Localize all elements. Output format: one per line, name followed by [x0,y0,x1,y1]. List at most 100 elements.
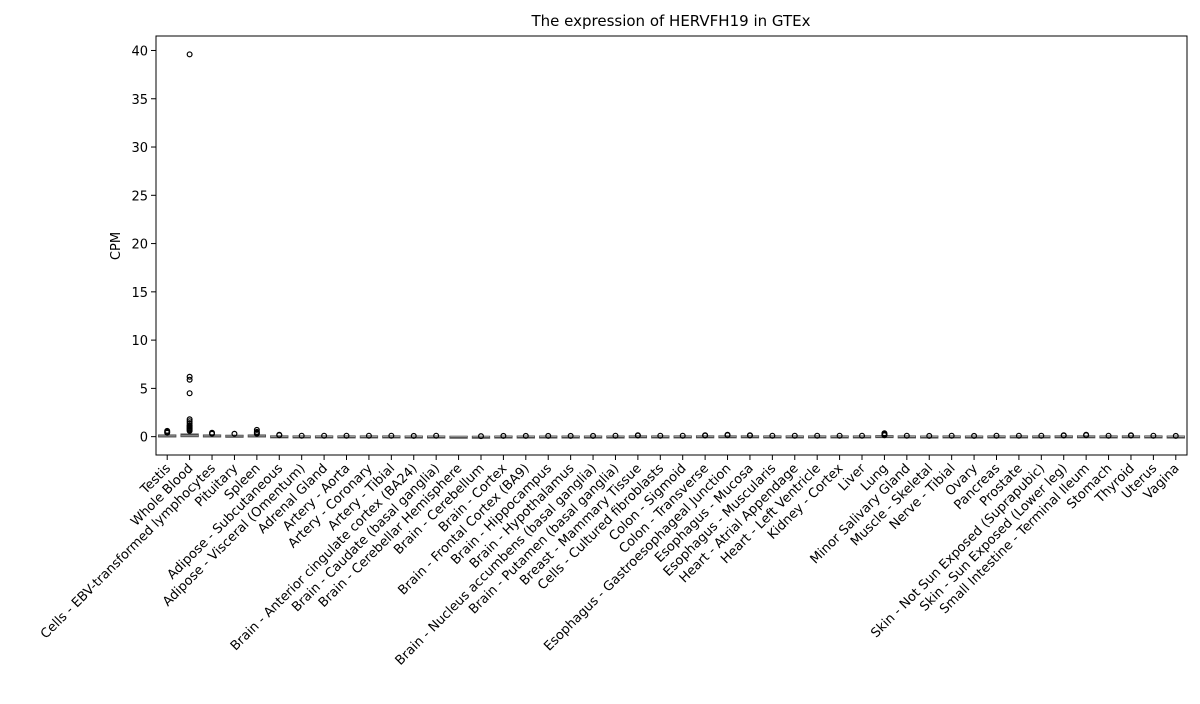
outlier-point [253,426,260,433]
outlier-point [164,427,171,434]
chart-title: The expression of HERVFH19 in GTEx [530,12,810,30]
box-30 [830,432,849,439]
y-tick-label: 40 [131,44,148,59]
outlier-point [859,432,866,439]
outlier-point [657,432,664,439]
outlier-point [209,429,216,436]
outlier-point [903,432,910,439]
box-41 [1076,431,1096,439]
box-34 [920,432,939,439]
y-tick-label: 5 [140,382,148,397]
outlier-point [186,422,193,429]
box-10 [382,432,401,439]
outlier-point [433,432,440,439]
outlier-point [186,373,193,380]
box-series [158,51,1185,440]
box-7 [314,432,334,439]
outlier-point [948,432,955,439]
outlier-point [186,416,193,423]
outlier-point [993,432,1000,439]
box-16 [516,432,535,439]
box-1 [180,51,199,438]
outlier-point [545,432,552,439]
outlier-point [1127,432,1134,439]
box-33 [897,432,916,439]
outlier-point [253,428,260,435]
outlier-point [365,432,372,439]
box-25 [718,431,737,439]
outlier-point [679,432,686,439]
outlier-point [769,432,776,439]
y-tick-label: 25 [131,189,148,204]
y-tick-label: 10 [131,334,148,349]
box-40 [1054,432,1073,439]
box-19 [583,432,603,439]
box-43 [1121,432,1141,439]
box-21 [628,432,648,439]
box-11 [404,432,423,439]
box-27 [763,432,782,439]
outlier-point [746,432,753,439]
box-37 [987,432,1006,439]
box-29 [808,432,827,439]
box-32 [875,430,894,439]
box-9 [359,432,379,439]
box-39 [1032,432,1051,439]
box-18 [561,432,580,439]
box-5 [270,431,289,439]
box-2 [202,429,222,438]
box-24 [695,432,715,439]
outlier-point [590,432,597,439]
outlier-point [186,51,193,58]
box-35 [942,432,961,439]
y-axis-label: CPM [109,232,124,260]
box-28 [785,432,804,439]
y-axis-ticks: 0 5 10 15 20 25 30 35 40 [131,44,156,446]
box-12 [427,432,446,439]
outlier-point [1150,432,1157,439]
box-45 [1166,432,1185,439]
outlier-point [791,432,798,439]
outlier-point [321,432,328,439]
y-tick-label: 20 [131,238,148,253]
outlier-point [410,432,417,439]
box-36 [964,432,984,439]
outlier-point [881,430,888,437]
outlier-point [186,418,193,425]
box-42 [1099,432,1118,439]
box-3 [225,430,244,438]
outlier-point [634,432,641,439]
outlier-point [612,432,619,439]
outlier-point [971,432,978,439]
outlier-point [343,432,350,439]
box-26 [740,432,760,439]
y-tick-label: 0 [140,431,148,446]
y-tick-label: 30 [131,141,148,156]
outlier-point [814,432,821,439]
outlier-point [836,432,843,439]
box-17 [539,432,558,439]
outlier-point [1172,432,1179,439]
box-6 [292,432,311,439]
outlier-point [1105,432,1112,439]
outlier-point [186,390,193,397]
outlier-point [1083,431,1090,438]
outlier-point [186,376,193,383]
y-tick-label: 35 [131,93,148,108]
outlier-point [567,432,574,439]
outlier-point [702,432,709,439]
y-tick-label: 15 [131,286,148,301]
box-14 [471,433,491,440]
outlier-point [477,433,484,440]
box-22 [651,432,670,439]
outlier-point [1060,432,1067,439]
outlier-point [926,432,933,439]
outlier-point [1038,432,1045,439]
outlier-point [276,431,283,438]
box-44 [1144,432,1163,439]
outlier-point [724,431,731,438]
outlier-point [500,432,507,439]
box-0 [158,427,177,438]
